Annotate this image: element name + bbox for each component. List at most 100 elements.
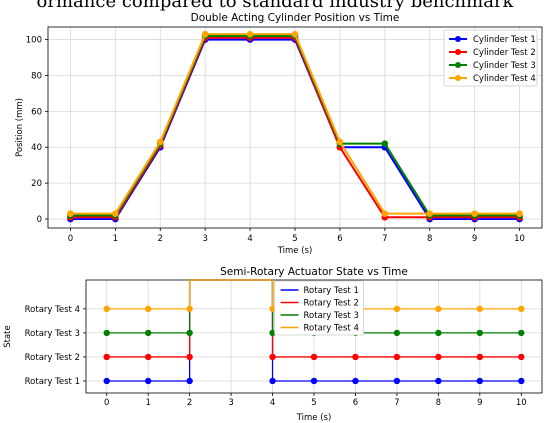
rotary-series-1-point bbox=[103, 377, 110, 385]
chart1-xtick-label: 4 bbox=[247, 234, 252, 244]
chart1-ytick-label: 60 bbox=[31, 107, 42, 117]
chart1-xtick-label: 1 bbox=[113, 234, 118, 244]
rotary-series-2-point bbox=[144, 353, 152, 361]
chart1-ytick-label: 0 bbox=[37, 215, 42, 225]
chart1-xlabel: Time (s) bbox=[277, 246, 313, 256]
rotary-series-3-point bbox=[518, 329, 525, 337]
chart1-xtick-label: 2 bbox=[158, 234, 163, 244]
rotary-series-3-point bbox=[476, 329, 484, 337]
rotary-series-4-point bbox=[103, 305, 110, 313]
chart1-xtick-label: 7 bbox=[382, 234, 387, 244]
rotary-series-1-point bbox=[310, 377, 318, 385]
rotary-series-2-point bbox=[352, 353, 359, 361]
rotary-series-1-point bbox=[352, 377, 359, 385]
rotary-series-1-point bbox=[518, 377, 525, 385]
chart1-xtick-label: 9 bbox=[472, 234, 477, 244]
chart1-title: Double Acting Cylinder Position vs Time bbox=[191, 12, 400, 24]
chart1-ytick-label: 100 bbox=[26, 36, 42, 46]
chart1-legend bbox=[443, 29, 538, 87]
chart2-ytick-label: Rotary Test 4 bbox=[25, 305, 80, 315]
chart2-xtick-label: 10 bbox=[516, 398, 527, 408]
rotary-series-1-point bbox=[476, 377, 484, 385]
rotary-series-4-point bbox=[476, 305, 484, 313]
rotary-series-2-point bbox=[476, 353, 484, 361]
rotary-series-3-point bbox=[435, 329, 442, 337]
cylinder-series-4-point bbox=[516, 210, 523, 217]
chart1-xtick-label: 5 bbox=[292, 234, 297, 244]
rotary-series-1-point bbox=[144, 377, 152, 385]
chart2-legend bbox=[274, 280, 364, 336]
rotary-series-4-point bbox=[518, 305, 525, 313]
cylinder-series-3-point bbox=[381, 140, 389, 147]
chart2-title: Semi-Rotary Actuator State vs Time bbox=[220, 266, 408, 278]
cut-off-heading: ormance compared to standard industry be… bbox=[36, 0, 514, 12]
cylinder-series-4-point bbox=[246, 30, 254, 38]
rotary-series-1-point bbox=[393, 377, 401, 385]
rotary-series-2-point bbox=[186, 353, 193, 361]
chart2-xtick-label: 9 bbox=[477, 398, 482, 408]
legend1-marker-2 bbox=[455, 49, 461, 55]
chart1-frame bbox=[47, 26, 543, 229]
chart1-xtick-label: 3 bbox=[202, 234, 207, 244]
chart1-xtick-label: 10 bbox=[514, 234, 525, 244]
legend1-marker-4 bbox=[455, 75, 461, 81]
chart1-xtick-label: 0 bbox=[68, 234, 73, 244]
legend2-label-2: Rotary Test 2 bbox=[304, 299, 359, 309]
chart1-ytick-label: 20 bbox=[31, 179, 42, 189]
rotary-series-3-point bbox=[186, 329, 193, 337]
chart1-ytick-label: 80 bbox=[31, 71, 42, 81]
chart2-frame bbox=[85, 279, 543, 394]
legend2-label-3: Rotary Test 3 bbox=[304, 311, 359, 321]
rotary-series-4-point bbox=[144, 305, 152, 313]
chart2-ytick-label: Rotary Test 3 bbox=[25, 329, 80, 339]
chart2-xlabel: Time (s) bbox=[296, 413, 332, 423]
rotary-series-4-point bbox=[435, 305, 442, 313]
chart2-xtick-label: 4 bbox=[270, 398, 275, 408]
chart1-ylabel: Position (mm) bbox=[15, 98, 25, 157]
legend1-label-1: Cylinder Test 1 bbox=[473, 35, 536, 45]
cylinder-series-4-point bbox=[156, 138, 164, 146]
rotary-series-3-point bbox=[144, 329, 152, 337]
cylinder-series-4-point bbox=[471, 210, 478, 217]
rotary-series-4-point bbox=[393, 305, 401, 313]
legend1-marker-1 bbox=[455, 36, 461, 42]
cylinder-series-4-point bbox=[67, 210, 74, 217]
cylinder-series-4-point bbox=[336, 138, 344, 146]
rotary-series-1-point bbox=[435, 377, 442, 385]
rotary-series-2-point bbox=[393, 353, 401, 361]
cylinder-series-4-point bbox=[381, 210, 389, 217]
rotary-series-2-point bbox=[269, 353, 276, 361]
rotary-series-2-point bbox=[518, 353, 525, 361]
chart2-xtick-label: 8 bbox=[436, 398, 441, 408]
legend1-label-2: Cylinder Test 2 bbox=[473, 48, 536, 58]
legend1-marker-3 bbox=[455, 62, 461, 68]
chart1-ytick-label: 40 bbox=[31, 143, 42, 153]
rotary-series-2-point bbox=[435, 353, 442, 361]
cylinder-series-4-point bbox=[112, 210, 119, 217]
legend2-label-1: Rotary Test 1 bbox=[304, 286, 359, 296]
chart2-xtick-label: 0 bbox=[104, 398, 109, 408]
chart2-xtick-label: 6 bbox=[353, 398, 358, 408]
cylinder-series-4-point bbox=[291, 30, 299, 38]
chart2-xtick-label: 5 bbox=[311, 398, 316, 408]
chart2-ytick-label: Rotary Test 2 bbox=[25, 353, 80, 363]
chart2-ytick-label: Rotary Test 1 bbox=[25, 377, 80, 387]
rotary-series-1-point bbox=[269, 377, 276, 385]
rotary-series-4-point bbox=[269, 305, 276, 313]
rotary-series-2-point bbox=[103, 353, 110, 361]
rotary-series-2-point bbox=[310, 353, 318, 361]
rotary-series-3-point bbox=[103, 329, 110, 337]
legend2-label-4: Rotary Test 4 bbox=[304, 324, 359, 334]
chart2-xtick-label: 2 bbox=[187, 398, 192, 408]
chart1-xtick-label: 8 bbox=[427, 234, 432, 244]
legend1-label-4: Cylinder Test 4 bbox=[473, 74, 536, 84]
cylinder-series-4-point bbox=[201, 30, 209, 38]
chart1-xtick-label: 6 bbox=[337, 234, 342, 244]
rotary-series-3-point bbox=[393, 329, 401, 337]
chart2-xtick-label: 7 bbox=[394, 398, 399, 408]
chart2-ylabel: State bbox=[3, 325, 13, 348]
cylinder-series-4-point bbox=[426, 210, 434, 217]
chart2-xtick-label: 1 bbox=[145, 398, 150, 408]
rotary-series-4-point bbox=[186, 305, 193, 313]
